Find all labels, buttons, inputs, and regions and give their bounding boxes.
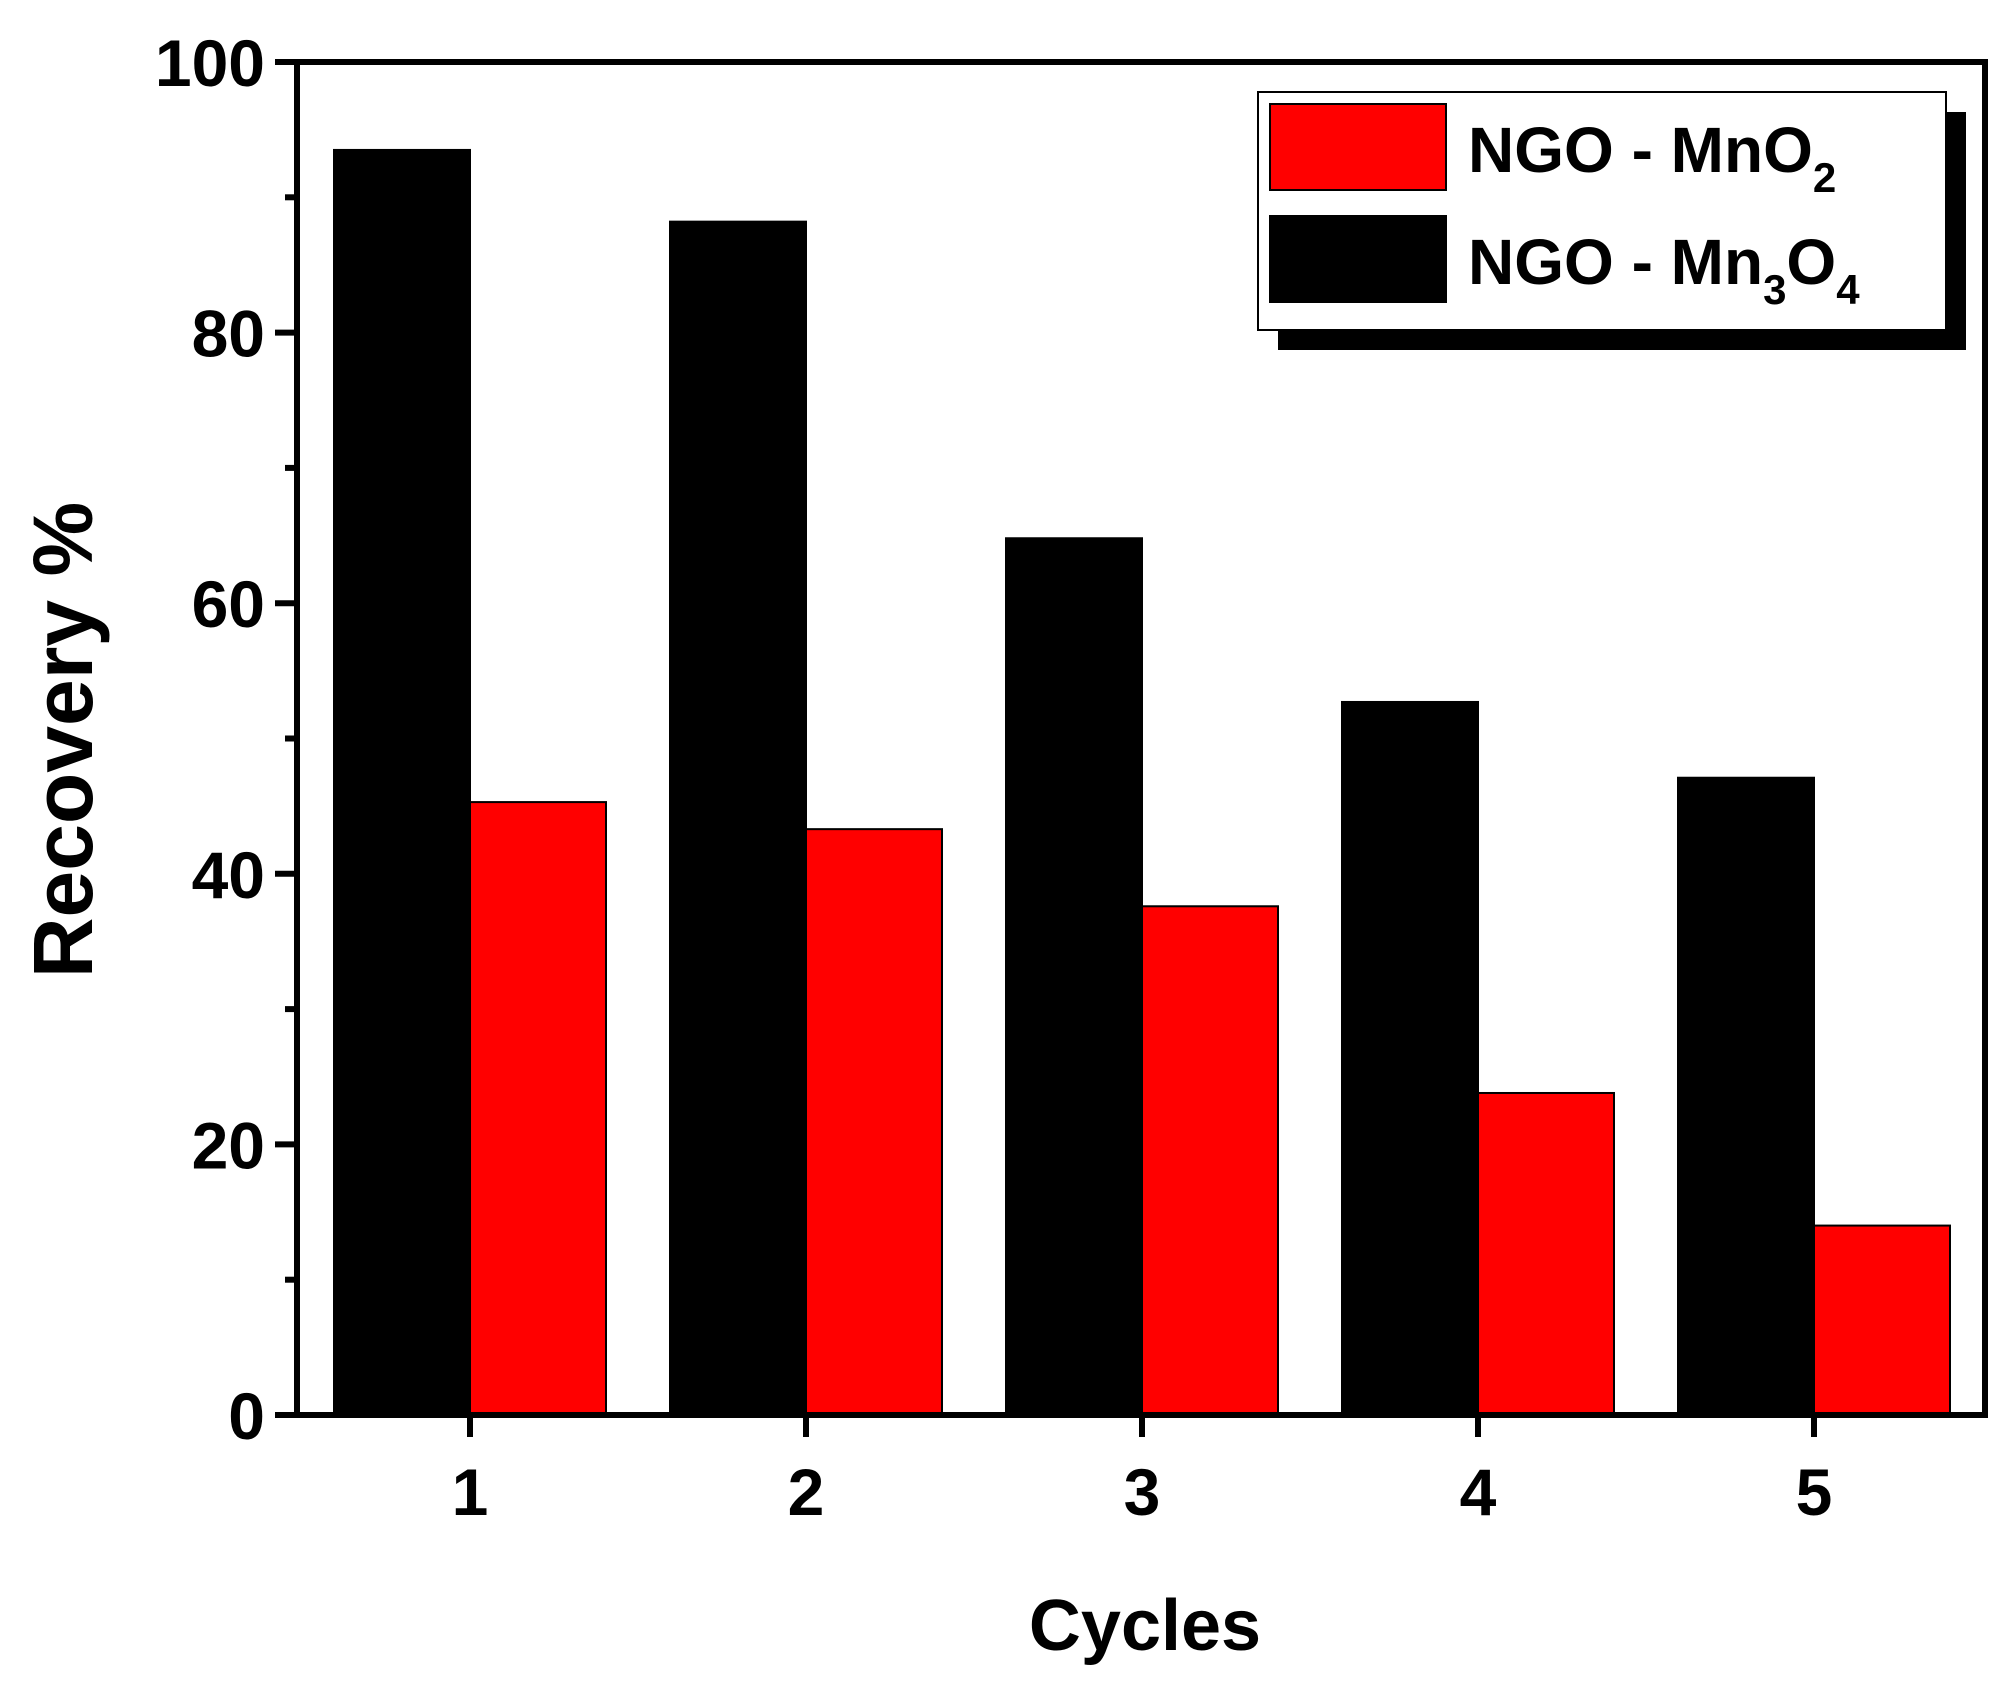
bar-ngo-mno2-cycle-5 — [1813, 1224, 1951, 1416]
x-tick-label: 5 — [1796, 1455, 1833, 1529]
bar-ngo-mn3o4-cycle-3 — [1005, 537, 1143, 1416]
legend-label-ngo-mn3o4: NGO - Mn3O4 — [1468, 226, 1860, 313]
legend-swatch-ngo-mn3o4 — [1269, 215, 1447, 303]
bar-ngo-mn3o4-cycle-1 — [333, 148, 471, 1417]
bar-ngo-mn3o4-cycle-5 — [1677, 776, 1815, 1416]
x-tick-label: 3 — [1124, 1455, 1161, 1529]
labels-layer: Cycles Recovery % 0 20 40 60 80 100 1 2 3 4 5 — [16, 26, 1832, 1666]
bar-ngo-mn3o4-cycle-4 — [1341, 700, 1479, 1416]
y-tick-label: 80 — [192, 297, 265, 371]
x-axis-title: Cycles — [1029, 1586, 1261, 1666]
legend-label-ngo-mno2: NGO - MnO2 — [1468, 114, 1836, 201]
y-axis-title: Recovery % — [16, 502, 110, 978]
legend-text: NGO - MnO — [1468, 114, 1813, 186]
bars-layer — [333, 148, 1951, 1417]
bar-ngo-mno2-cycle-2 — [805, 828, 943, 1416]
y-tick-label: 60 — [192, 567, 265, 641]
legend-subscript: 2 — [1813, 154, 1836, 201]
ticks-layer — [275, 59, 1817, 1437]
legend-text: NGO - Mn — [1468, 226, 1763, 298]
y-tick-label: 40 — [192, 838, 265, 912]
bar-ngo-mn3o4-cycle-2 — [669, 220, 807, 1416]
y-tick-label: 20 — [192, 1108, 265, 1182]
bar-ngo-mno2-cycle-1 — [469, 801, 607, 1416]
legend-swatch-ngo-mno2 — [1269, 103, 1447, 191]
legend-subscript: 3 — [1763, 266, 1786, 313]
y-tick-label: 100 — [155, 26, 265, 100]
y-tick-label: 0 — [228, 1379, 265, 1453]
legend-text: O — [1786, 226, 1836, 298]
legend-subscript: 4 — [1836, 266, 1860, 313]
bar-ngo-mno2-cycle-3 — [1141, 905, 1279, 1416]
x-tick-label: 1 — [452, 1455, 489, 1529]
bar-ngo-mno2-cycle-4 — [1477, 1091, 1615, 1416]
x-tick-label: 4 — [1460, 1455, 1497, 1529]
x-tick-label: 2 — [788, 1455, 825, 1529]
